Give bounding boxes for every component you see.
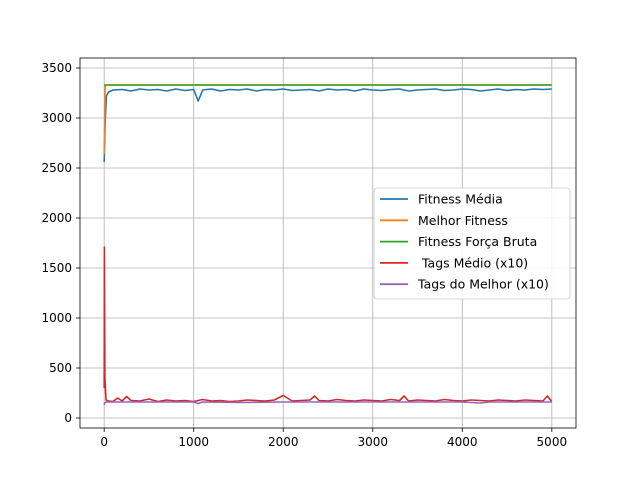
- x-tick-label: 4000: [447, 435, 478, 449]
- y-tick-label: 1500: [41, 261, 72, 275]
- legend-label: Fitness Força Bruta: [418, 234, 537, 249]
- series-line-tags-medio-x10: [103, 246, 553, 403]
- x-tick-label: 0: [100, 435, 108, 449]
- series-lines: [103, 84, 553, 406]
- legend-label: Tags do Melhor (x10): [417, 277, 549, 292]
- legend-box: [373, 187, 571, 300]
- legend-label: Fitness Média: [418, 192, 503, 207]
- x-tick-label: 2000: [268, 435, 299, 449]
- legend-label: Melhor Fitness: [418, 213, 508, 228]
- series-line-tags-do-melhor-x10: [103, 401, 552, 406]
- legend: Fitness Média Melhor Fitness Fitness Força…: [373, 187, 571, 300]
- y-tick-label: 2500: [41, 161, 72, 175]
- y-tick-label: 2000: [41, 211, 72, 225]
- x-tick-label: 3000: [357, 435, 388, 449]
- y-tick-label: 3500: [41, 61, 72, 75]
- series-line-fitness-media: [103, 88, 552, 163]
- y-tick-label: 500: [49, 361, 72, 375]
- axis-ticks: 0 1000 2000 3000 4000 5000 0 500 1000 1500 2000 250…: [41, 61, 567, 449]
- y-tick-label: 0: [64, 411, 72, 425]
- x-tick-label: 5000: [537, 435, 568, 449]
- y-tick-label: 1000: [41, 311, 72, 325]
- x-tick-label: 1000: [178, 435, 209, 449]
- y-tick-label: 3000: [41, 111, 72, 125]
- plot-frame: [79, 57, 577, 429]
- legend-label: Tags Médio (x10): [418, 255, 528, 270]
